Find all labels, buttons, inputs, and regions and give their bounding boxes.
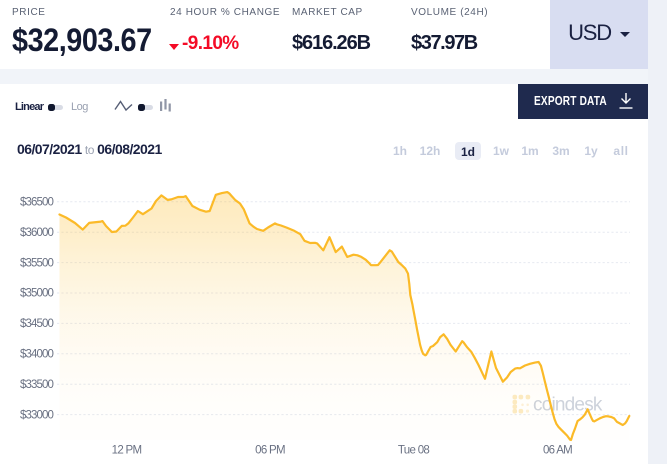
svg-text:06 PM: 06 PM	[255, 445, 285, 457]
svg-text:06 AM: 06 AM	[543, 445, 572, 457]
svg-text:$33500: $33500	[20, 379, 53, 391]
svg-text:$36000: $36000	[20, 227, 53, 239]
svg-text:$33000: $33000	[20, 409, 53, 421]
svg-text:Tue 08: Tue 08	[398, 445, 429, 457]
svg-text:$36500: $36500	[20, 197, 53, 209]
svg-text:12 PM: 12 PM	[112, 445, 142, 457]
svg-text:$34500: $34500	[20, 318, 53, 330]
svg-text:$35500: $35500	[20, 257, 53, 269]
svg-text:$34000: $34000	[20, 349, 53, 361]
svg-text:$35000: $35000	[20, 288, 53, 300]
